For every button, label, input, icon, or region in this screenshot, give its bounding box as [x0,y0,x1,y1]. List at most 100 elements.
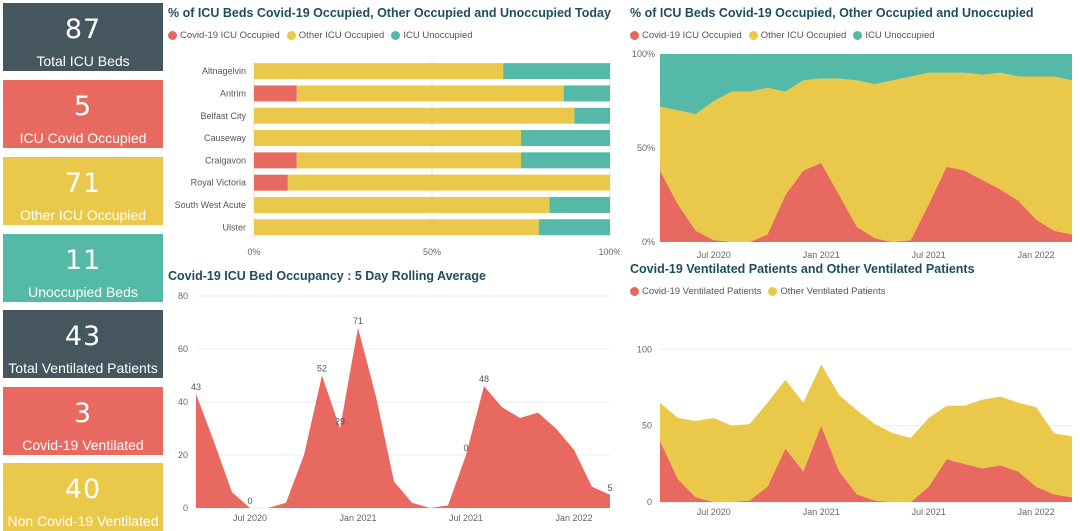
legend-dot-icon [853,31,863,40]
x-tick-label: Jul 2021 [449,513,483,523]
legend-label: Other Ventilated Patients [780,286,886,297]
chart-title-today: % of ICU Beds Covid-19 Occupied, Other O… [168,6,611,20]
legend-label: Covid-19 ICU Occupied [642,30,742,41]
legend-item-unoccupied[interactable]: ICU Unoccupied [853,30,935,41]
y-tick-label: 100 [637,344,652,354]
kpi-total-ventilated[interactable]: 43 Total Ventilated Patients [3,310,163,378]
y-tick-label: 50 [642,421,652,431]
legend-dot-icon [748,31,758,40]
area-chart-overtime[interactable]: 0% 50% 100% Jul 2020 Jan 2021 Jul 2021 Jan 202… [628,48,1076,264]
legend-item-covid[interactable]: Covid-19 ICU Occupied [630,30,742,41]
kpi-icu-covid-occupied[interactable]: 5 ICU Covid Occupied [3,80,163,148]
x-tick-label: Jul 2020 [233,513,267,523]
legend-dot-icon [768,287,778,296]
x-tick-label: Jan 2021 [339,513,376,523]
legend-item-other[interactable]: Other ICU Occupied [286,30,384,41]
kpi-label: Non Covid-19 Ventilated [7,513,159,529]
kpi-value: 43 [64,321,102,352]
kpi-value: 71 [64,168,102,199]
x-tick-label: 100% [598,247,620,257]
bar-segment-other-icu-occupied [254,63,504,80]
bar-segment-covid-19-icu-occupied [254,152,297,169]
kpi-covid-ventilated[interactable]: 3 Covid-19 Ventilated [3,387,163,455]
x-tick-label: 0% [247,247,260,257]
bar-segment-other-icu-occupied [254,130,521,147]
bar-segment-covid-19-icu-occupied [254,174,288,191]
y-tick-label: 50% [637,143,655,153]
area-covid-19-icu-occupied [196,327,610,508]
area-other-ventilated-patients [660,364,1072,502]
bar-segment-other-icu-occupied [296,85,564,102]
bar-chart-today[interactable]: 0% 50% 100% Altnagelvin Antrim Belfast City Ca… [166,56,620,262]
data-label: 5 [607,483,612,493]
kpi-total-icu-beds[interactable]: 87 Total ICU Beds [3,3,163,71]
legend-ventilated: Covid-19 Ventilated Patients Other Venti… [630,286,885,297]
y-tick-label: 100% [632,49,655,59]
legend-item-unoccupied[interactable]: ICU Unoccupied [391,30,473,41]
data-label: 29 [335,417,345,427]
legend-overtime: Covid-19 ICU Occupied Other ICU Occupied… [630,30,935,41]
chart-title-rolling: Covid-19 ICU Bed Occupancy : 5 Day Rolli… [168,269,486,283]
legend-dot-icon [391,31,401,40]
data-label: 52 [317,364,327,374]
legend-dot-icon [168,31,177,40]
y-tick-label: 0% [642,237,655,247]
chart-title-overtime: % of ICU Beds Covid-19 Occupied, Other O… [630,6,1034,20]
kpi-label: Total Ventilated Patients [8,360,158,376]
x-tick-label: Jul 2020 [697,507,731,517]
kpi-unoccupied-beds[interactable]: 11 Unoccupied Beds [3,234,163,302]
data-label: 48 [479,374,489,384]
kpi-value: 5 [73,91,93,122]
data-label: 0 [247,496,252,506]
data-label: 0 [463,443,468,453]
kpi-value: 11 [64,245,102,276]
y-tick-label: 80 [178,291,188,301]
y-tick-label: 20 [178,450,188,460]
x-tick-label: Jan 2022 [1018,507,1055,517]
bar-segment-icu-unoccupied [503,63,610,80]
x-tick-label: Jan 2022 [1018,250,1055,260]
category-label: Altnagelvin [202,66,246,76]
legend-item-other[interactable]: Other ICU Occupied [748,30,846,41]
area-chart-rolling[interactable]: 0 20 40 60 80 43 0 52 29 71 0 48 5 Jul 2020 Jan 2021 Ju… [166,288,616,526]
bar-segment-icu-unoccupied [574,107,610,124]
legend-dot-icon [630,31,639,40]
legend-item-other-ventilated[interactable]: Other Ventilated Patients [768,286,885,297]
category-label: Belfast City [200,111,246,121]
bar-segment-other-icu-occupied [296,152,521,169]
data-label: 43 [191,382,201,392]
x-tick-label: Jul 2021 [912,250,946,260]
bar-segment-covid-19-icu-occupied [254,85,297,102]
y-tick-label: 0 [647,497,652,507]
legend-label: ICU Unoccupied [865,30,935,41]
legend-dot-icon [630,287,639,296]
x-tick-label: 50% [423,247,441,257]
bar-segment-other-icu-occupied [254,107,575,124]
chart-title-ventilated: Covid-19 Ventilated Patients and Other V… [630,262,975,276]
area-covid-19-ventilated-patients [660,425,1072,502]
x-tick-label: Jan 2021 [803,507,840,517]
y-tick-label: 0 [183,503,188,513]
bar-segment-icu-unoccupied [521,152,610,169]
legend-today: Covid-19 ICU Occupied Other ICU Occupied… [168,30,473,41]
category-label: Ulster [222,222,246,232]
legend-item-covid-ventilated[interactable]: Covid-19 Ventilated Patients [630,286,761,297]
kpi-label: Total ICU Beds [36,53,130,69]
legend-item-covid[interactable]: Covid-19 ICU Occupied [168,30,280,41]
x-tick-label: Jul 2021 [912,507,946,517]
x-tick-label: Jan 2021 [803,250,840,260]
kpi-value: 40 [64,474,102,505]
kpi-value: 3 [73,398,93,429]
bar-segment-icu-unoccupied [521,130,610,147]
kpi-other-icu-occupied[interactable]: 71 Other ICU Occupied [3,157,163,225]
area-icu-unoccupied [660,54,1072,115]
bar-segment-icu-unoccupied [563,85,610,102]
bar-segment-icu-unoccupied [549,196,610,213]
x-tick-label: Jan 2022 [555,513,592,523]
category-label: Antrim [220,88,246,98]
area-chart-ventilated[interactable]: 0 50 100 Jul 2020 Jan 2021 Jul 2021 Jan 2022 [628,330,1076,526]
category-label: Craigavon [205,155,246,165]
y-tick-label: 40 [178,397,188,407]
kpi-non-covid-ventilated[interactable]: 40 Non Covid-19 Ventilated [3,463,163,531]
data-label: 71 [353,316,363,326]
